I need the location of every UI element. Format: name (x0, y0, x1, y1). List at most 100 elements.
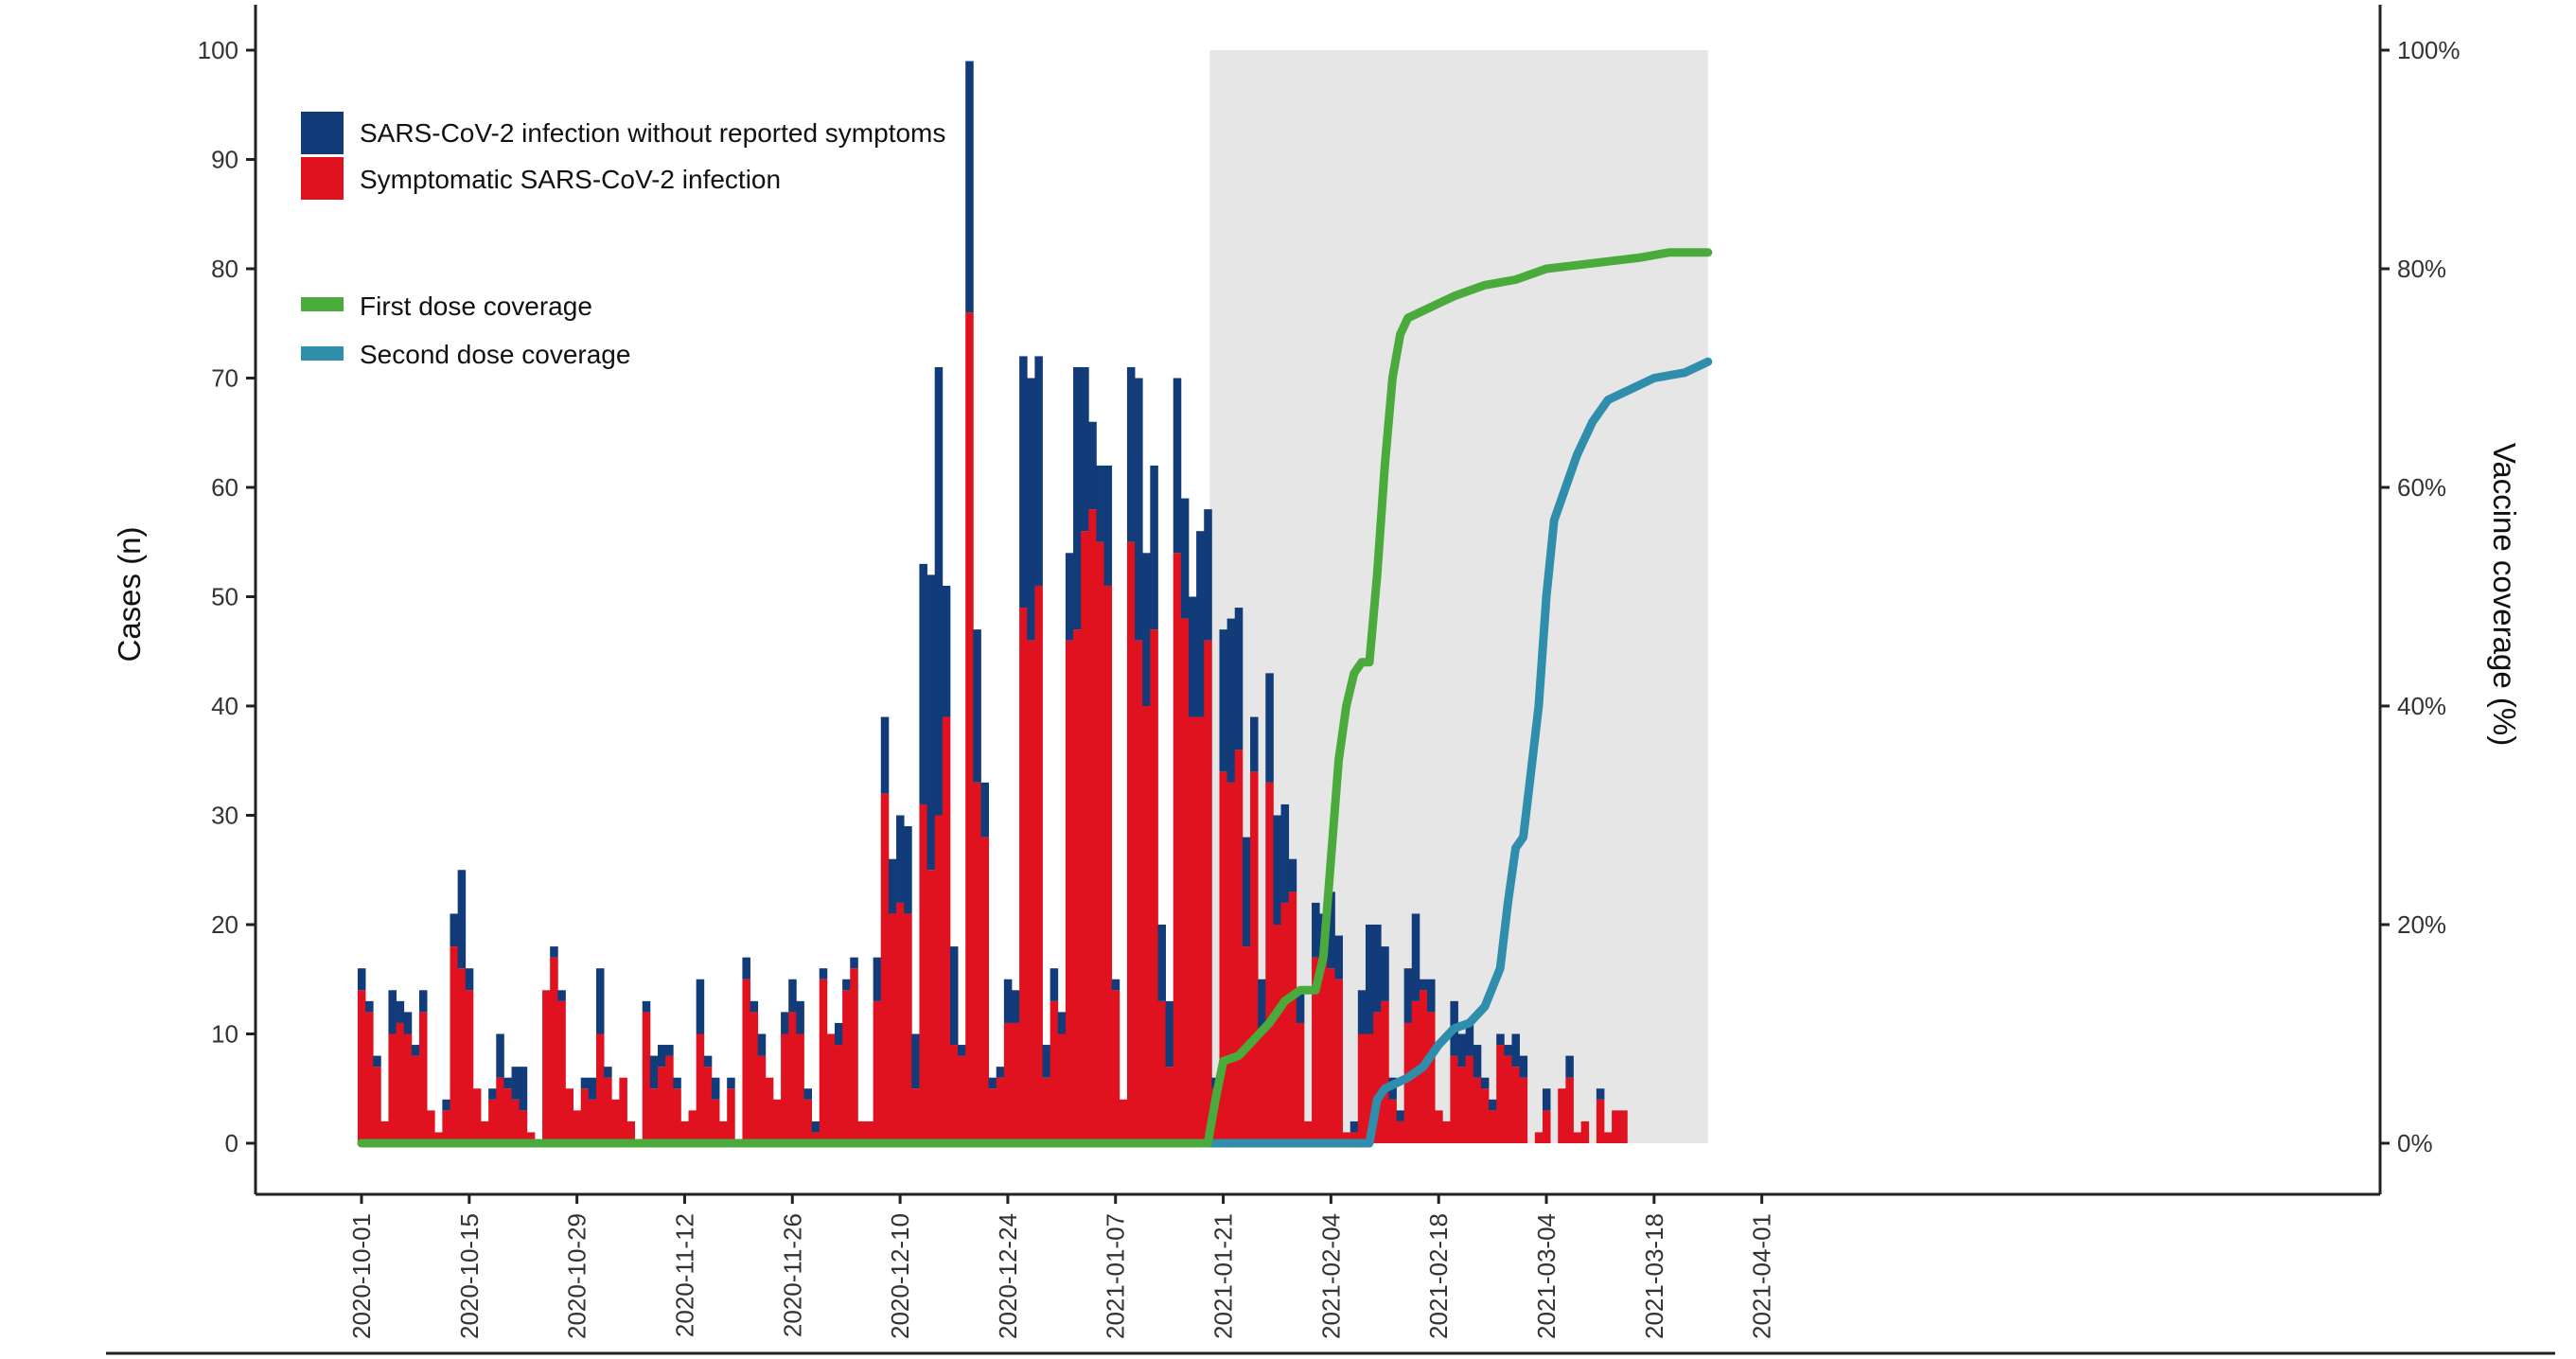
bar-symptomatic (396, 1022, 405, 1143)
bar-asymptomatic (811, 1121, 820, 1133)
bar-asymptomatic (1596, 1088, 1605, 1100)
y-tick-label: 60 (211, 473, 238, 502)
bar-symptomatic (1319, 957, 1328, 1143)
bar-asymptomatic (1334, 935, 1343, 980)
bar-symptomatic (611, 1099, 620, 1143)
bar-asymptomatic (742, 957, 750, 980)
bar-symptomatic (1457, 1067, 1467, 1143)
bar-asymptomatic (519, 1067, 528, 1111)
y2-tick-label: 80% (2397, 255, 2446, 283)
bar-symptomatic (1027, 640, 1035, 1143)
bar-symptomatic (996, 1077, 1005, 1143)
bar-symptomatic (1365, 1033, 1374, 1143)
bar-asymptomatic (1157, 925, 1166, 1001)
bar-symptomatic (496, 1077, 504, 1143)
bar-symptomatic (673, 1088, 681, 1143)
bar-symptomatic (1226, 782, 1236, 1143)
bar-symptomatic (1173, 553, 1182, 1143)
bar-symptomatic (703, 1067, 713, 1143)
bar-symptomatic (658, 1067, 666, 1143)
bar-symptomatic (1511, 1067, 1520, 1143)
bar-symptomatic (865, 1121, 874, 1143)
bar-symptomatic (1489, 1110, 1497, 1143)
bar-asymptomatic (1242, 837, 1251, 947)
bar-symptomatic (880, 793, 890, 1143)
bar-symptomatic (1580, 1121, 1590, 1143)
bar-asymptomatic (1357, 990, 1367, 1034)
bar-asymptomatic (396, 1000, 405, 1023)
bar-asymptomatic (703, 1055, 713, 1068)
bar-asymptomatic (1196, 531, 1205, 717)
bar-asymptomatic (673, 1077, 681, 1089)
x-tick-label: 2020-11-12 (670, 1213, 698, 1337)
bar-asymptomatic (1103, 465, 1113, 586)
bar-asymptomatic (1150, 465, 1158, 630)
bar-asymptomatic (642, 1000, 651, 1013)
bar-asymptomatic (450, 913, 459, 947)
bar-symptomatic (1265, 782, 1274, 1143)
bar-asymptomatic (1504, 1045, 1512, 1056)
bar-symptomatic (388, 1033, 397, 1143)
bar-asymptomatic (1519, 1055, 1528, 1078)
bar-symptomatic (873, 1000, 882, 1143)
bar-symptomatic (588, 1099, 597, 1143)
y2-tick-label: 100% (2397, 36, 2461, 64)
bar-symptomatic (411, 1055, 420, 1143)
y2-tick-label: 40% (2397, 692, 2446, 720)
bar-symptomatic (1435, 1110, 1443, 1143)
first-dose-line (357, 248, 1713, 1148)
bar-asymptomatic (1219, 629, 1228, 772)
bar-symptomatic (457, 968, 467, 1143)
y2-tick-label: 60% (2397, 473, 2446, 502)
bar-symptomatic (511, 1099, 520, 1143)
bar-asymptomatic (1003, 979, 1013, 1023)
y2-tick-label: 0% (2397, 1129, 2433, 1157)
bar-asymptomatic (711, 1077, 720, 1100)
bar-symptomatic (1619, 1110, 1628, 1143)
bar-symptomatic (1612, 1110, 1620, 1143)
bar-symptomatic (1342, 1132, 1351, 1143)
bar-symptomatic (942, 716, 951, 1143)
second-dose-line (357, 357, 1713, 1148)
bar-symptomatic (1081, 531, 1089, 1143)
bar-symptomatic (1050, 1000, 1059, 1143)
bar-symptomatic (904, 913, 912, 1143)
bar-symptomatic (727, 1088, 735, 1143)
bar-symptomatic (934, 815, 944, 1143)
bar-symptomatic (896, 902, 905, 1143)
bar-asymptomatic (888, 858, 897, 914)
bar-symptomatic (1350, 1132, 1359, 1143)
bar-symptomatic (1558, 1088, 1566, 1143)
bar-asymptomatic (403, 1012, 413, 1034)
y-tick-label: 50 (211, 583, 238, 611)
bar-symptomatic (788, 1012, 797, 1143)
bar-symptomatic (1388, 1099, 1397, 1143)
bar-asymptomatic (1234, 608, 1244, 750)
bar-asymptomatic (503, 1077, 512, 1089)
bar-asymptomatic (1280, 803, 1290, 903)
bar-symptomatic (1542, 1110, 1551, 1143)
legend-label-first-dose: First dose coverage (360, 291, 592, 321)
bar-symptomatic (626, 1121, 636, 1143)
bar-asymptomatic (595, 968, 605, 1034)
legend: SARS-CoV-2 infection without reported sy… (301, 112, 945, 369)
bar-symptomatic (365, 1012, 374, 1143)
bar-asymptomatic (1088, 421, 1097, 510)
bar-symptomatic (557, 1000, 566, 1143)
bar-asymptomatic (1465, 1022, 1474, 1056)
bar-symptomatic (1003, 1022, 1013, 1143)
bar-symptomatic (1496, 1045, 1505, 1143)
bar-asymptomatic (996, 1067, 1005, 1078)
bar-asymptomatic (1419, 979, 1428, 991)
y2-tick-label: 20% (2397, 910, 2446, 939)
bar-symptomatic (772, 1099, 782, 1143)
bar-asymptomatic (1496, 1033, 1505, 1046)
y2-axis-title: Vaccine coverage (%) (2487, 443, 2522, 746)
bar-symptomatic (488, 1099, 497, 1143)
bar-asymptomatic (973, 629, 981, 783)
bar-layer (357, 61, 1628, 1143)
bar-asymptomatic (834, 1022, 843, 1046)
legend-swatch-symptomatic (301, 157, 344, 200)
bar-symptomatic (1427, 1012, 1436, 1143)
